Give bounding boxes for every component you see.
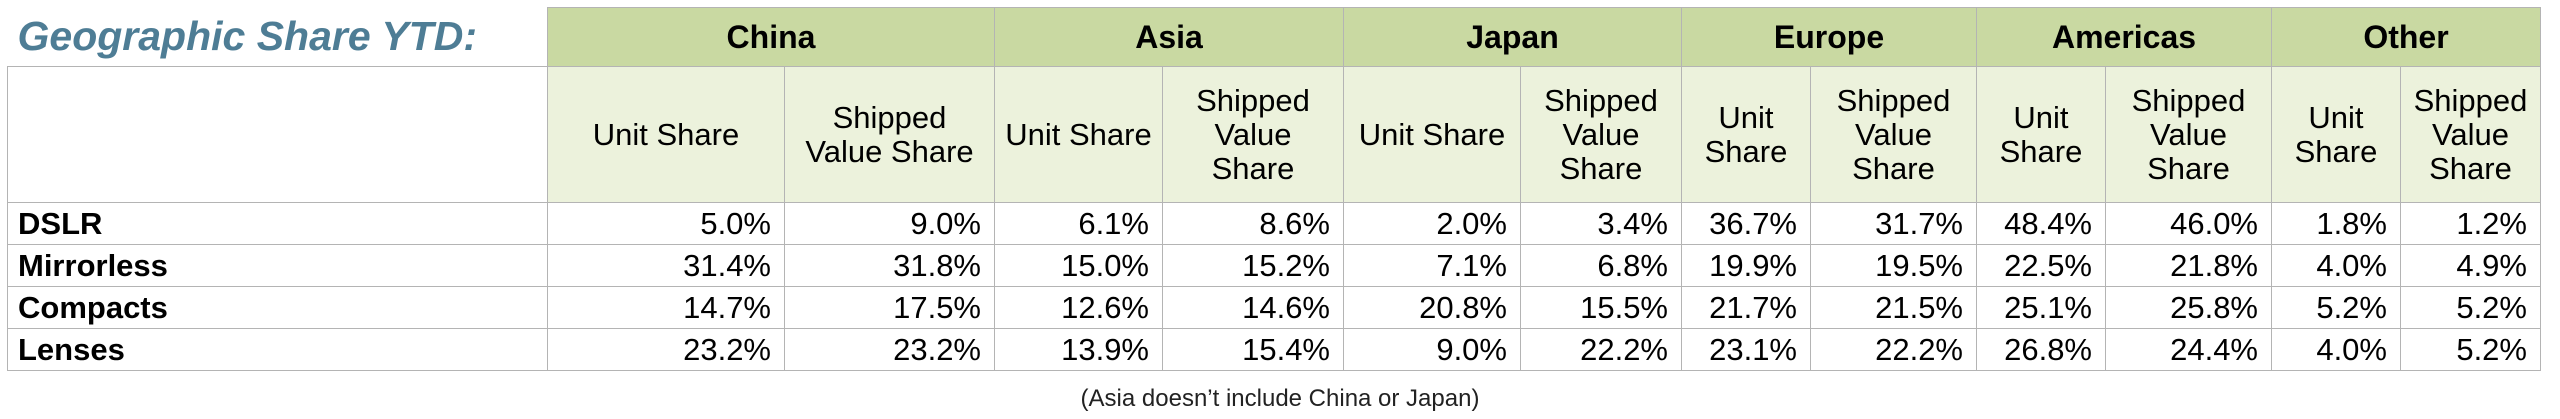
table-cell: 2.0% <box>1343 202 1521 245</box>
table-cell: 4.9% <box>2400 244 2541 287</box>
table-cell: 4.0% <box>2271 328 2401 371</box>
table-cell: 23.2% <box>547 328 785 371</box>
table-cell: 36.7% <box>1681 202 1811 245</box>
region-header-europe: Europe <box>1681 7 1977 67</box>
subheader-china-value-share: Shipped Value Share <box>784 66 995 203</box>
table-cell: 1.8% <box>2271 202 2401 245</box>
subheader-europe-value-share: Shipped Value Share <box>1810 66 1977 203</box>
table-cell: 1.2% <box>2400 202 2541 245</box>
subheader-japan-unit-share: Unit Share <box>1343 66 1521 203</box>
table-cell: 5.2% <box>2271 286 2401 329</box>
table-cell: 20.8% <box>1343 286 1521 329</box>
table-cell: 21.7% <box>1681 286 1811 329</box>
row-label: Lenses <box>7 328 548 371</box>
table-cell: 22.2% <box>1810 328 1977 371</box>
table-title-cell: Geographic Share YTD: <box>7 7 548 67</box>
row-label: DSLR <box>7 202 548 245</box>
table-cell: 13.9% <box>994 328 1163 371</box>
table-row: Compacts 14.7% 17.5% 12.6% 14.6% 20.8% 15.5% 21… <box>7 286 2541 329</box>
row-label: Mirrorless <box>7 244 548 287</box>
subheader-asia-value-share: Shipped Value Share <box>1162 66 1344 203</box>
table-row: Mirrorless 31.4% 31.8% 15.0% 15.2% 7.1% 6.8% 19… <box>7 244 2541 287</box>
table-cell: 25.8% <box>2105 286 2272 329</box>
table-cell: 19.9% <box>1681 244 1811 287</box>
subheader-americas-value-share: Shipped Value Share <box>2105 66 2272 203</box>
subheader-row: Unit Share Shipped Value Share Unit Shar… <box>7 66 2541 203</box>
table-row: Lenses 23.2% 23.2% 13.9% 15.4% 9.0% 22.2% 23.1%… <box>7 328 2541 371</box>
table-cell: 15.2% <box>1162 244 1344 287</box>
table-cell: 7.1% <box>1343 244 1521 287</box>
table-cell: 46.0% <box>2105 202 2272 245</box>
table-cell: 15.0% <box>994 244 1163 287</box>
table-row: DSLR 5.0% 9.0% 6.1% 8.6% 2.0% 3.4% 36.7% 31.7% 48… <box>7 202 2541 245</box>
subheader-japan-value-share: Shipped Value Share <box>1520 66 1682 203</box>
table-cell: 23.2% <box>784 328 995 371</box>
table-cell: 22.2% <box>1520 328 1682 371</box>
table-cell: 12.6% <box>994 286 1163 329</box>
subheader-asia-unit-share: Unit Share <box>994 66 1163 203</box>
table-cell: 8.6% <box>1162 202 1344 245</box>
subheader-americas-unit-share: Unit Share <box>1976 66 2106 203</box>
table-cell: 4.0% <box>2271 244 2401 287</box>
table-cell: 5.2% <box>2400 286 2541 329</box>
table-cell: 3.4% <box>1520 202 1682 245</box>
footnote: (Asia doesn’t include China or Japan) <box>1080 385 1480 412</box>
region-header-china: China <box>547 7 995 67</box>
table-cell: 22.5% <box>1976 244 2106 287</box>
region-header-americas: Americas <box>1976 7 2272 67</box>
table-cell: 48.4% <box>1976 202 2106 245</box>
table-cell: 6.1% <box>994 202 1163 245</box>
page-title: Geographic Share YTD: <box>17 13 477 60</box>
table-cell: 5.2% <box>2400 328 2541 371</box>
table-cell: 9.0% <box>1343 328 1521 371</box>
table-cell: 31.4% <box>547 244 785 287</box>
table-cell: 14.6% <box>1162 286 1344 329</box>
subheader-europe-unit-share: Unit Share <box>1681 66 1811 203</box>
table-cell: 21.8% <box>2105 244 2272 287</box>
region-header-asia: Asia <box>994 7 1344 67</box>
table-cell: 14.7% <box>547 286 785 329</box>
region-header-row: Geographic Share YTD: China Asia Japan E… <box>7 7 2541 67</box>
table-cell: 31.7% <box>1810 202 1977 245</box>
table-cell: 24.4% <box>2105 328 2272 371</box>
subheader-other-unit-share: Unit Share <box>2271 66 2401 203</box>
subheader-other-value-share: Shipped Value Share <box>2400 66 2541 203</box>
row-label: Compacts <box>7 286 548 329</box>
table-cell: 5.0% <box>547 202 785 245</box>
empty-corner-cell <box>7 66 548 203</box>
table-cell: 26.8% <box>1976 328 2106 371</box>
table-cell: 21.5% <box>1810 286 1977 329</box>
table-body: DSLR 5.0% 9.0% 6.1% 8.6% 2.0% 3.4% 36.7% 31.7% 48… <box>7 202 2541 371</box>
table-cell: 9.0% <box>784 202 995 245</box>
geographic-share-table: Geographic Share YTD: China Asia Japan E… <box>7 7 2541 371</box>
table-cell: 23.1% <box>1681 328 1811 371</box>
table-cell: 17.5% <box>784 286 995 329</box>
table-cell: 6.8% <box>1520 244 1682 287</box>
table-cell: 19.5% <box>1810 244 1977 287</box>
table-cell: 31.8% <box>784 244 995 287</box>
table-cell: 25.1% <box>1976 286 2106 329</box>
table-cell: 15.5% <box>1520 286 1682 329</box>
region-header-japan: Japan <box>1343 7 1682 67</box>
table-cell: 15.4% <box>1162 328 1344 371</box>
region-header-other: Other <box>2271 7 2541 67</box>
subheader-china-unit-share: Unit Share <box>547 66 785 203</box>
